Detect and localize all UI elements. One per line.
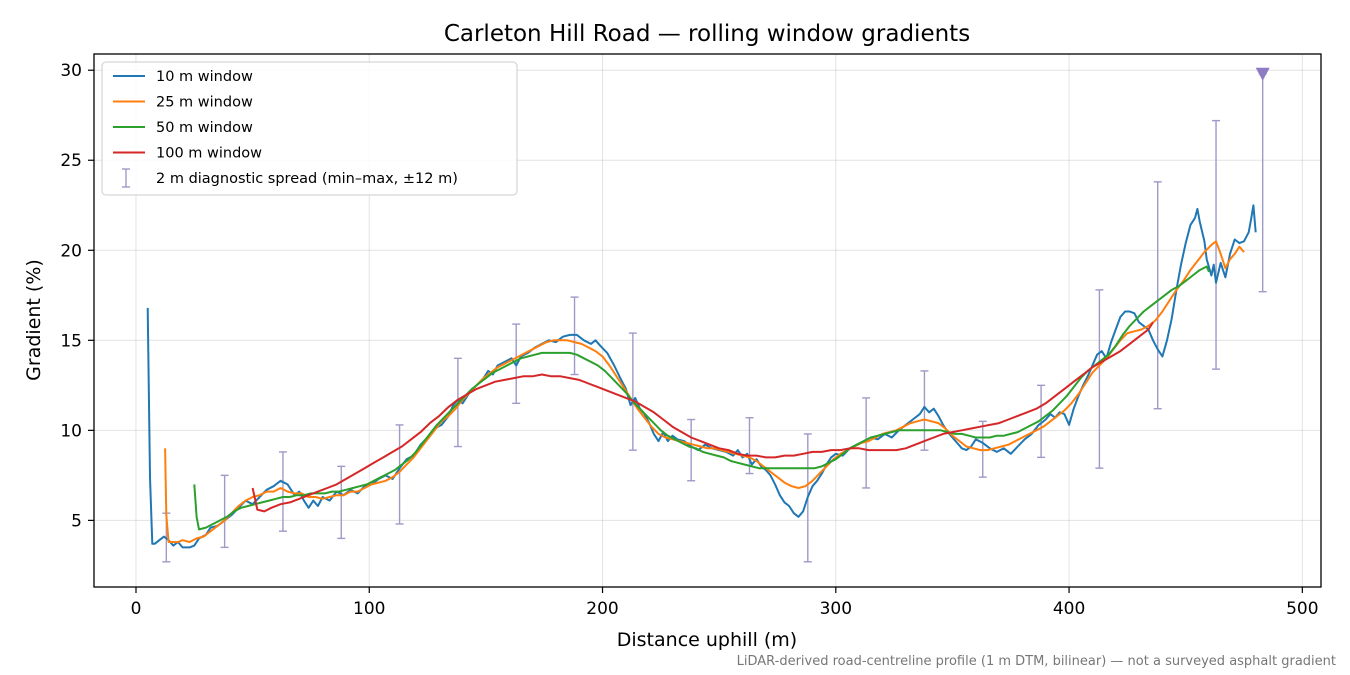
diagnostic-spread-bar [220,474,229,549]
x-axis-label: Distance uphill (m) [617,629,797,651]
x-tick-label: 200 [586,599,618,619]
y-tick-label: 25 [60,151,82,171]
legend-label: 100 m window [156,146,262,162]
diagnostic-spread-bar [1153,181,1162,410]
x-tick-label: 300 [820,599,852,619]
y-ticks: 5 10 15 20 25 30 [60,61,94,531]
legend-label: 10 m window [156,69,253,85]
diagnostic-spread-bar [862,397,871,489]
x-tick-label: 0 [131,599,142,619]
footnote: LiDAR-derived road-centreline profile (1… [737,654,1336,669]
series-line-3 [193,265,1210,531]
x-tick-label: 100 [353,599,385,619]
legend-swatch [122,168,130,188]
series-line-2 [164,240,1245,543]
series-line-1 [146,204,1257,549]
diagnostic-spread-bar [1212,119,1221,370]
x-tick-label: 400 [1053,599,1085,619]
y-axis-label: Gradient (%) [23,259,45,381]
legend: 10 m window 25 m window 50 m window 100 m w… [101,61,518,196]
diagnostic-spread-bar [395,424,404,525]
y-tick-label: 20 [60,241,82,261]
diagnostic-spread-bar [687,418,696,482]
diagnostic-spread-bar [1095,289,1104,469]
series-line-4 [251,321,1154,513]
y-tick-label: 5 [71,511,82,531]
y-tick-label: 10 [60,421,82,441]
legend-label: 50 m window [156,120,253,136]
y-tick-label: 30 [60,61,82,81]
clipped-triangle-marker [1255,67,1270,81]
diagnostic-spread-bar [920,370,929,451]
y-tick-label: 15 [60,331,82,351]
diagnostic-spread-bar [745,417,754,475]
x-ticks: 0 100 200 300 400 500 [131,587,1319,619]
x-tick-label: 500 [1286,599,1318,619]
diagnostic-spread-bar [337,465,346,540]
legend-label: 25 m window [156,95,253,111]
series-lines [146,204,1257,549]
diagnostic-spread-bar [278,451,287,532]
plot-frame [93,53,1322,588]
diagnostic-spread-bar [1037,384,1046,459]
legend-label: 2 m diagnostic spread (min–max, ±12 m) [156,171,458,187]
chart-title: Carleton Hill Road — rolling window grad… [444,21,970,47]
legend-box [101,61,518,196]
diagnostic-spread-bar [628,332,637,451]
diagnostic-spread-bar [1258,73,1267,293]
